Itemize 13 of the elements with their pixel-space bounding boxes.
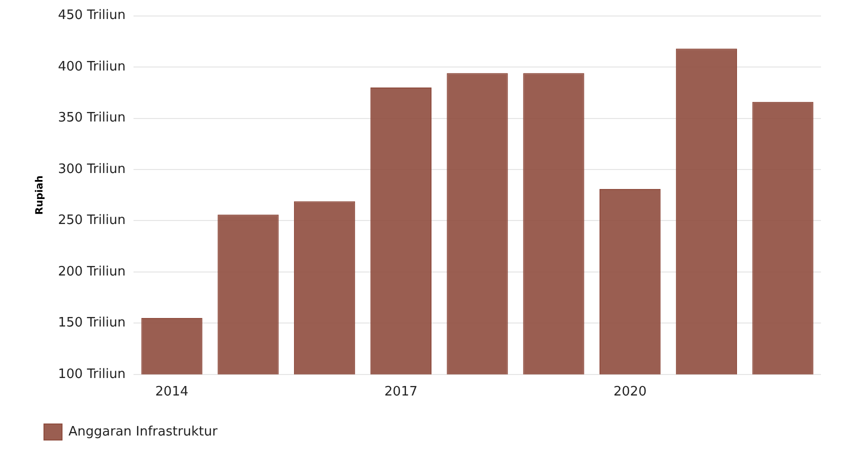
legend-label: Anggaran Infrastruktur <box>68 424 218 440</box>
y-axis-title: Rupiah <box>34 175 46 215</box>
y-tick-label: 200 Triliun <box>58 264 126 280</box>
y-tick-label: 450 Triliun <box>58 8 126 24</box>
x-tick-label: 2014 <box>155 384 188 400</box>
y-tick-label: 100 Triliun <box>58 366 126 382</box>
y-tick-label: 400 Triliun <box>58 59 126 74</box>
x-tick-label: 2020 <box>614 384 647 400</box>
y-tick-label: 150 Triliun <box>58 316 126 331</box>
x-tick-label: 2017 <box>384 384 418 400</box>
y-tick-label: 350 Triliun <box>58 110 126 126</box>
y-tick-label: 250 Triliun <box>58 213 126 228</box>
y-tick-label: 300 Triliun <box>58 162 126 177</box>
